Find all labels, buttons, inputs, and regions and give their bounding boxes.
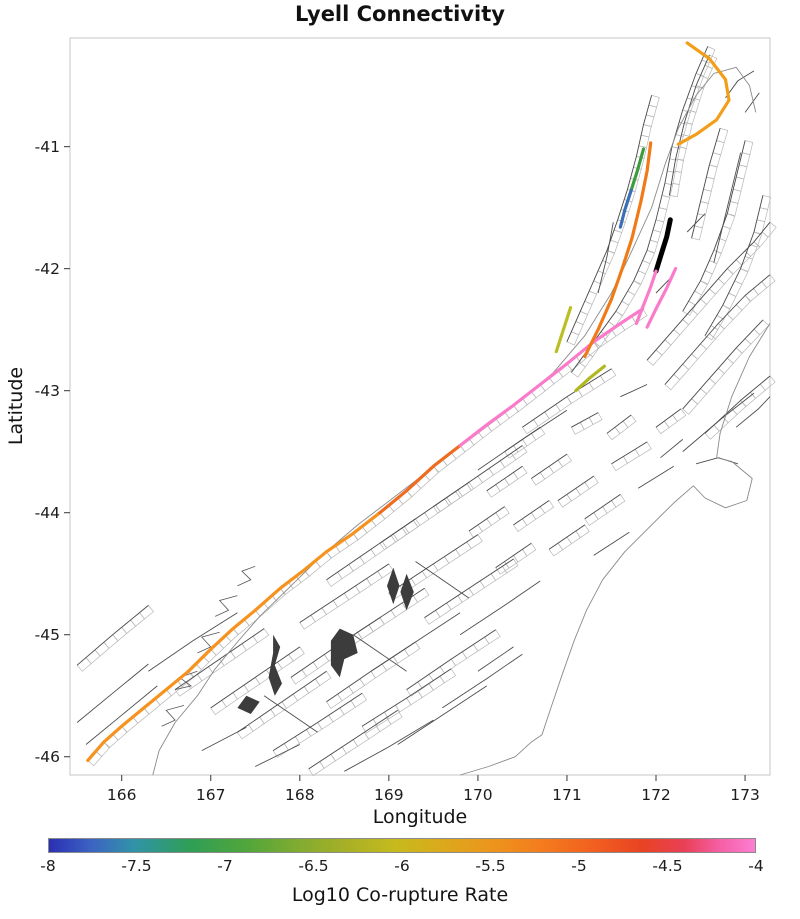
colorbar-tick-label: -7.5 bbox=[121, 857, 152, 875]
svg-text:169: 169 bbox=[374, 786, 404, 804]
colorbar-tick-label: -6 bbox=[394, 857, 410, 875]
svg-text:-43: -43 bbox=[35, 382, 60, 400]
svg-text:167: 167 bbox=[196, 786, 226, 804]
svg-text:172: 172 bbox=[641, 786, 671, 804]
svg-text:-44: -44 bbox=[35, 504, 60, 522]
colorbar-tick-label: -5.5 bbox=[475, 857, 506, 875]
x-axis-label: Longitude bbox=[372, 806, 468, 828]
colorbar-tick-label: -4.5 bbox=[652, 857, 683, 875]
svg-text:170: 170 bbox=[463, 786, 493, 804]
svg-text:-42: -42 bbox=[35, 260, 60, 278]
svg-text:-45: -45 bbox=[35, 626, 60, 644]
colorbar-tick-label: -6.5 bbox=[298, 857, 329, 875]
svg-text:-46: -46 bbox=[35, 748, 60, 766]
colorbar-tick-label: -7 bbox=[217, 857, 233, 875]
svg-text:166: 166 bbox=[107, 786, 137, 804]
colorbar-gradient bbox=[48, 838, 756, 853]
map-plot: 166 167 168 169 170 171 172 173 -41 -42 -43 -44 -45 -… bbox=[35, 37, 777, 804]
svg-text:168: 168 bbox=[285, 786, 315, 804]
colorbar-label: Log10 Co-rupture Rate bbox=[291, 884, 509, 906]
svg-text:173: 173 bbox=[730, 786, 760, 804]
svg-text:-41: -41 bbox=[35, 138, 60, 156]
chart-title: Lyell Connectivity bbox=[295, 2, 505, 26]
colorbar-tick-label: -8 bbox=[40, 857, 56, 875]
colorbar-tick-label: -4 bbox=[748, 857, 764, 875]
svg-text:171: 171 bbox=[552, 786, 582, 804]
colorbar-tick-label: -5 bbox=[571, 857, 587, 875]
colorbar-tick-labels: -8 -7.5 -7 -6.5 -6 -5.5 -5 -4.5 -4 bbox=[40, 857, 763, 877]
